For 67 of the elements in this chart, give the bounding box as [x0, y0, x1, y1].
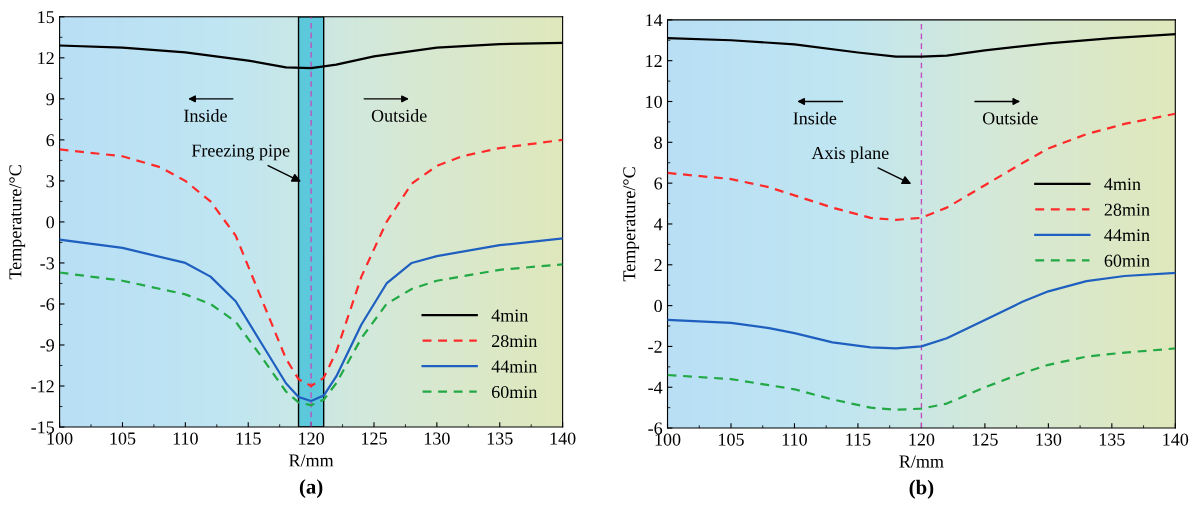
y-tick-label: 12 [646, 54, 662, 67]
x-tick-label: 125 [972, 433, 998, 446]
legend-label: 4min [491, 309, 529, 322]
line-series [59, 263, 563, 407]
x-tick-label: 100 [655, 433, 681, 446]
x-tick-label: 105 [110, 432, 136, 445]
annotation: Inside [793, 111, 837, 125]
y-tick-label: 10 [646, 95, 662, 108]
y-tick-label: 2 [654, 259, 662, 272]
text: (b) [909, 479, 934, 499]
y-tick-label: 0 [46, 216, 55, 229]
legend-label: 44min [1104, 229, 1150, 242]
y-tick-label: -2 [648, 340, 662, 353]
legend-label: 44min [491, 360, 538, 373]
x-tick-label: 125 [362, 432, 387, 445]
y-tick-label: 3 [46, 175, 55, 188]
x-tick-label: 130 [1036, 433, 1062, 446]
y-tick-label: -4 [648, 381, 663, 394]
y-tick-label: 14 [646, 14, 663, 27]
y-tick-label: -9 [40, 339, 54, 352]
legend-label: 28min [1104, 203, 1150, 216]
x-tick-label: 115 [846, 433, 871, 446]
y-tick-label: 9 [46, 93, 54, 106]
annotation: Inside [184, 109, 227, 122]
x-tick-label: 130 [424, 432, 450, 445]
x-tick-label: 110 [173, 432, 198, 445]
line-series [667, 347, 1176, 411]
y-tick-label: 4 [653, 218, 663, 231]
y-tick-label: -15 [31, 421, 55, 434]
x-axis-title: R/mm [289, 454, 334, 467]
line-series [59, 237, 563, 403]
x-tick-label: 110 [782, 433, 807, 446]
x-tick-label: 135 [1099, 433, 1125, 446]
y-tick-label: 6 [654, 177, 663, 190]
y-tick-label: 15 [38, 11, 55, 24]
annotation: Outside [371, 109, 427, 122]
x-tick-label: 100 [47, 432, 73, 445]
y-tick-label: 8 [654, 136, 662, 149]
text: (a) [299, 479, 323, 499]
line-series [59, 138, 563, 388]
y-axis-title: Temperature/°C [623, 167, 640, 282]
y-tick-label: 6 [46, 134, 55, 147]
x-tick-label: 105 [719, 433, 744, 446]
line-series [667, 271, 1176, 350]
x-tick-label: 120 [909, 433, 935, 446]
x-tick-label: 135 [487, 432, 513, 445]
y-tick-label: -6 [40, 298, 55, 311]
legend-label: 60min [1104, 254, 1150, 267]
x-tick-label: 120 [299, 432, 324, 445]
y-axis-title: Temperature/°C [9, 165, 26, 280]
x-axis-title: R/mm [899, 455, 944, 468]
y-tick-label: -6 [648, 422, 663, 435]
legend-label: 4min [1104, 178, 1141, 191]
y-tick-label: 0 [654, 299, 662, 313]
x-tick-label: 140 [1163, 433, 1189, 446]
annotation: Axis plane [811, 146, 889, 163]
y-tick-label: -3 [40, 257, 55, 270]
line-series [667, 33, 1176, 58]
legend-label: 60min [491, 385, 538, 399]
y-tick-label: 12 [38, 52, 54, 65]
annotation: Outside [982, 111, 1038, 125]
annotation: Freezing pipe [191, 144, 290, 161]
y-tick-label: -12 [31, 380, 54, 393]
legend-label: 28min [492, 334, 538, 348]
line-series [667, 112, 1176, 221]
x-tick-label: 140 [550, 432, 576, 445]
x-tick-label: 115 [236, 432, 261, 445]
